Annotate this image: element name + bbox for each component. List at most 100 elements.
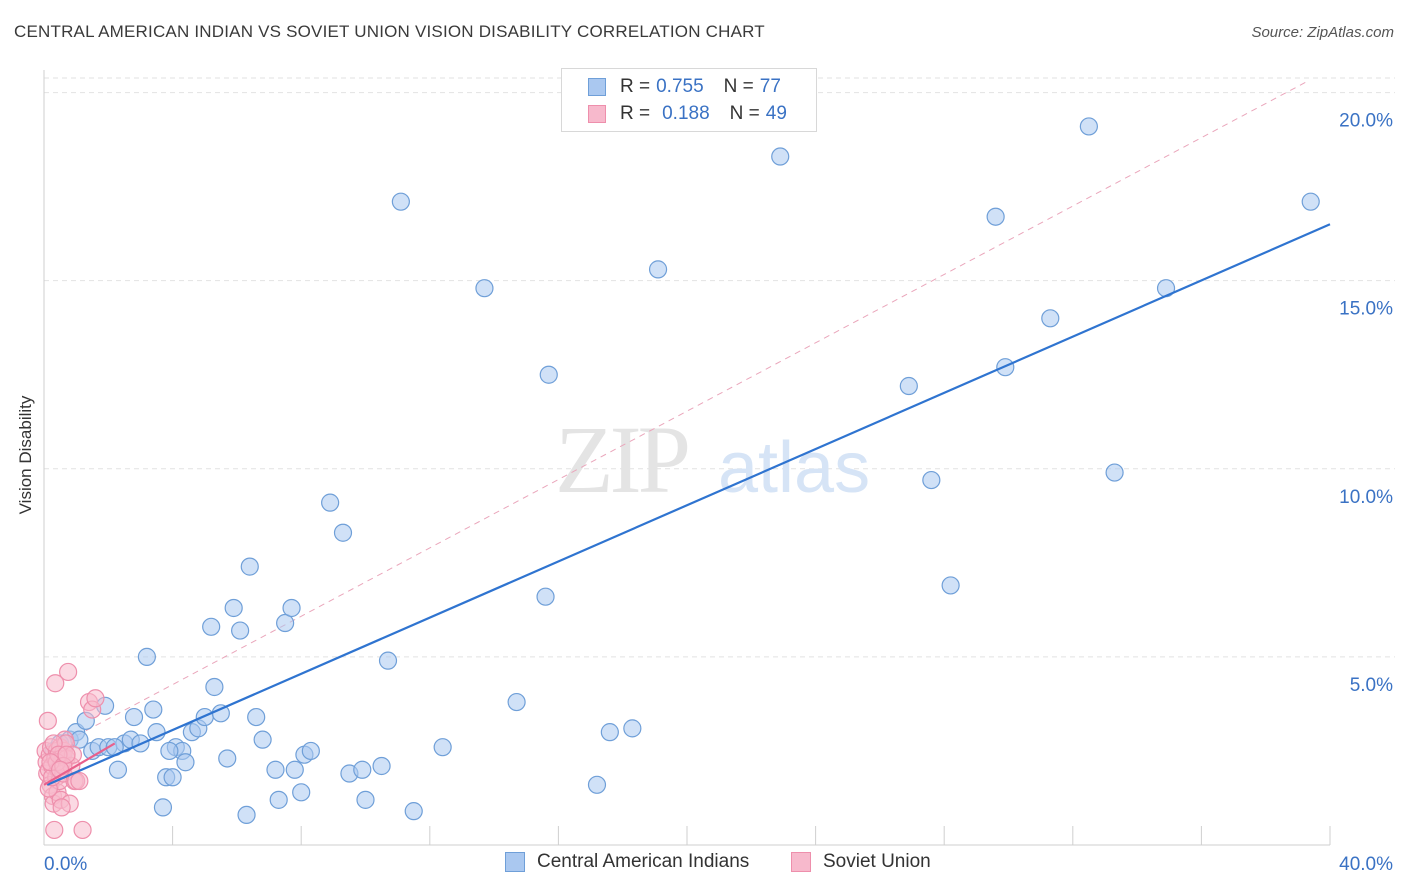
data-point-central-american-indians — [285, 760, 304, 779]
data-point-central-american-indians — [205, 677, 224, 697]
data-point-central-american-indians — [1301, 192, 1320, 211]
data-point-central-american-indians — [771, 147, 790, 166]
data-point-central-american-indians — [237, 805, 256, 825]
trend-line-central-american-indians — [46, 223, 1331, 786]
bottom-legend-label: Central American Indians — [537, 851, 750, 872]
data-point-central-american-indians — [372, 756, 391, 776]
data-point-central-american-indians — [231, 621, 250, 640]
x-tick-label: 40.0% — [1339, 854, 1393, 875]
data-point-central-american-indians — [507, 692, 526, 712]
y-tick-label: 5.0% — [1350, 675, 1393, 696]
data-point-central-american-indians — [648, 260, 668, 279]
series-central-american-indians — [44, 117, 1320, 825]
data-point-soviet-union — [86, 689, 105, 708]
legend-row-central-american-indians: R = 0.755 N = 77 — [588, 74, 818, 100]
watermark: ZIP atlas — [555, 406, 870, 513]
data-point-central-american-indians — [321, 493, 340, 512]
data-point-central-american-indians — [202, 617, 221, 636]
data-point-central-american-indians — [623, 719, 642, 738]
data-point-soviet-union — [45, 820, 64, 840]
legend-r-label: R = — [620, 103, 651, 124]
legend-n-label: N = — [723, 76, 754, 97]
data-point-central-american-indians — [266, 760, 285, 779]
trend-lines — [43, 223, 1331, 786]
data-point-central-american-indians — [941, 576, 960, 595]
reference-dashed-line — [75, 80, 1308, 737]
data-point-central-american-indians — [240, 557, 259, 576]
data-point-soviet-union — [57, 745, 76, 764]
legend-n-value: 49 — [765, 103, 787, 124]
data-point-central-american-indians — [176, 753, 195, 772]
source-label: Source: ZipAtlas.com — [1251, 24, 1394, 41]
data-point-central-american-indians — [153, 798, 173, 817]
bottom-legend-label: Soviet Union — [823, 851, 931, 872]
y-tick-label: 15.0% — [1339, 299, 1393, 320]
data-point-central-american-indians — [292, 783, 311, 802]
legend-n-value: 77 — [759, 76, 781, 97]
data-point-central-american-indians — [391, 192, 410, 211]
data-point-central-american-indians — [475, 279, 494, 298]
data-point-central-american-indians — [922, 470, 941, 490]
data-point-central-american-indians — [536, 587, 555, 606]
legend-r-value: 0.755 — [656, 76, 704, 97]
data-point-soviet-union — [70, 771, 89, 791]
y-axis-label: Vision Disability — [16, 395, 35, 515]
data-point-soviet-union — [52, 798, 71, 817]
data-point-central-american-indians — [433, 738, 452, 757]
data-point-central-american-indians — [218, 749, 237, 768]
reference-line — [75, 80, 1308, 737]
data-point-central-american-indians — [899, 376, 918, 396]
data-point-soviet-union — [59, 662, 78, 682]
data-point-central-american-indians — [1079, 117, 1098, 136]
data-point-central-american-indians — [356, 790, 375, 809]
chart-title: CENTRAL AMERICAN INDIAN VS SOVIET UNION … — [14, 22, 765, 41]
axes — [43, 70, 1331, 846]
data-point-central-american-indians — [163, 768, 182, 787]
data-point-central-american-indians — [108, 760, 128, 779]
data-point-soviet-union — [38, 711, 57, 730]
data-point-central-american-indians — [986, 207, 1005, 226]
y-tick-label: 10.0% — [1339, 487, 1393, 508]
watermark-atlas: atlas — [718, 428, 870, 508]
bottom-legend-central-american-indians: Central American Indians — [505, 851, 749, 873]
data-point-central-american-indians — [378, 651, 398, 670]
data-point-central-american-indians — [137, 647, 156, 666]
data-point-central-american-indians — [333, 523, 353, 542]
legend-swatch-blue — [588, 78, 606, 96]
data-point-central-american-indians — [1105, 463, 1124, 482]
legend-swatch-pink — [588, 105, 606, 123]
data-point-central-american-indians — [301, 741, 320, 761]
data-point-central-american-indians — [600, 723, 619, 742]
data-point-central-american-indians — [276, 613, 295, 633]
data-point-central-american-indians — [247, 707, 266, 727]
data-point-central-american-indians — [253, 730, 272, 749]
x-tick-label: 0.0% — [44, 854, 87, 875]
data-point-central-american-indians — [353, 760, 372, 779]
data-point-soviet-union — [73, 820, 92, 840]
correlation-legend: R = 0.755 N = 77 R = 0.188 N = 49 — [561, 68, 817, 132]
data-point-central-american-indians — [404, 802, 423, 821]
data-point-central-american-indians — [224, 598, 243, 618]
bottom-legend-swatch-pink — [791, 852, 811, 872]
data-point-central-american-indians — [269, 790, 288, 809]
legend-row-soviet-union: R = 0.188 N = 49 — [588, 101, 818, 127]
legend-n-label: N = — [729, 103, 760, 124]
legend-r-label: R = — [620, 76, 651, 97]
data-point-central-american-indians — [124, 707, 144, 727]
series-soviet-union — [36, 662, 105, 840]
data-point-central-american-indians — [160, 741, 179, 761]
watermark-zip: ZIP — [555, 406, 688, 513]
data-point-central-american-indians — [587, 775, 607, 794]
bottom-legend-swatch-blue — [505, 852, 525, 872]
data-point-central-american-indians — [1041, 309, 1060, 328]
tick-labels: 5.0% 10.0% 15.0% 20.0% 0.0% 40.0% — [44, 111, 1393, 875]
data-point-central-american-indians — [144, 700, 163, 719]
y-tick-label: 20.0% — [1339, 111, 1393, 132]
bottom-legend-soviet-union: Soviet Union — [791, 851, 931, 873]
legend-r-value: 0.188 — [662, 103, 710, 124]
trend-line-soviet-union — [43, 742, 116, 786]
data-point-central-american-indians — [282, 598, 301, 618]
data-point-central-american-indians — [539, 365, 558, 384]
data-point-soviet-union — [46, 674, 65, 693]
